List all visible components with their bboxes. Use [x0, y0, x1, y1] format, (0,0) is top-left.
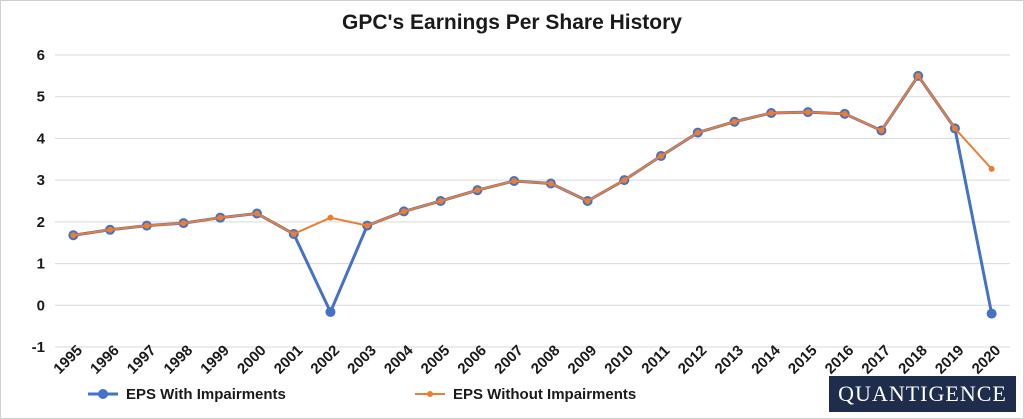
- x-tick-label: 2011: [638, 342, 673, 377]
- y-tick-label: 3: [37, 172, 45, 189]
- data-point: [768, 109, 775, 116]
- chart-title: GPC's Earnings Per Share History: [342, 11, 682, 34]
- data-point: [70, 232, 77, 239]
- legend-item: EPS With Impairments: [88, 386, 286, 403]
- legend-swatch-marker: [98, 389, 108, 399]
- y-tick-label: 5: [37, 89, 45, 106]
- y-tick-label: 2: [37, 214, 45, 231]
- legend-label: EPS Without Impairments: [453, 386, 636, 403]
- y-tick-label: 4: [37, 130, 46, 147]
- data-point: [474, 187, 481, 194]
- data-point: [290, 230, 297, 237]
- data-point: [988, 165, 995, 172]
- data-point: [217, 214, 224, 221]
- series-lines: [68, 70, 997, 319]
- data-point: [364, 222, 371, 229]
- data-point: [694, 129, 701, 136]
- data-point: [841, 110, 848, 117]
- data-point: [986, 308, 997, 319]
- legend-item: EPS Without Impairments: [415, 386, 636, 403]
- data-point: [325, 306, 336, 317]
- logo-text: QUANTIGENCE: [838, 381, 1007, 406]
- data-point: [878, 127, 885, 134]
- data-point: [547, 180, 554, 187]
- data-point: [254, 210, 261, 217]
- y-tick-label: 6: [37, 47, 45, 64]
- data-point: [143, 222, 150, 229]
- y-tick-label: 1: [37, 256, 45, 273]
- legend-swatch-marker: [427, 391, 433, 397]
- legend: EPS With Impairments EPS Without Impairme…: [88, 386, 636, 403]
- data-point: [584, 198, 591, 204]
- data-point: [804, 109, 811, 116]
- series-2: [70, 72, 995, 239]
- series-line: [73, 74, 994, 314]
- data-point: [658, 152, 665, 159]
- data-point: [621, 177, 628, 184]
- y-tick-label: 0: [37, 297, 45, 314]
- y-tick-label: -1: [32, 339, 45, 356]
- data-point: [511, 177, 518, 184]
- y-axis-ticks: -1 0 1 2 3 4 5 6: [32, 47, 46, 356]
- data-point: [915, 72, 922, 79]
- quantigence-logo: QUANTIGENCE: [829, 376, 1016, 412]
- data-point: [951, 125, 958, 132]
- data-point: [180, 220, 187, 227]
- data-point: [731, 118, 738, 125]
- gridlines: [55, 54, 1010, 348]
- series-1: [68, 70, 997, 319]
- legend-label: EPS With Impairments: [126, 386, 286, 403]
- series-line: [73, 74, 993, 237]
- data-point: [437, 198, 444, 204]
- data-point: [400, 208, 407, 215]
- data-point: [327, 214, 334, 221]
- data-point: [107, 226, 114, 233]
